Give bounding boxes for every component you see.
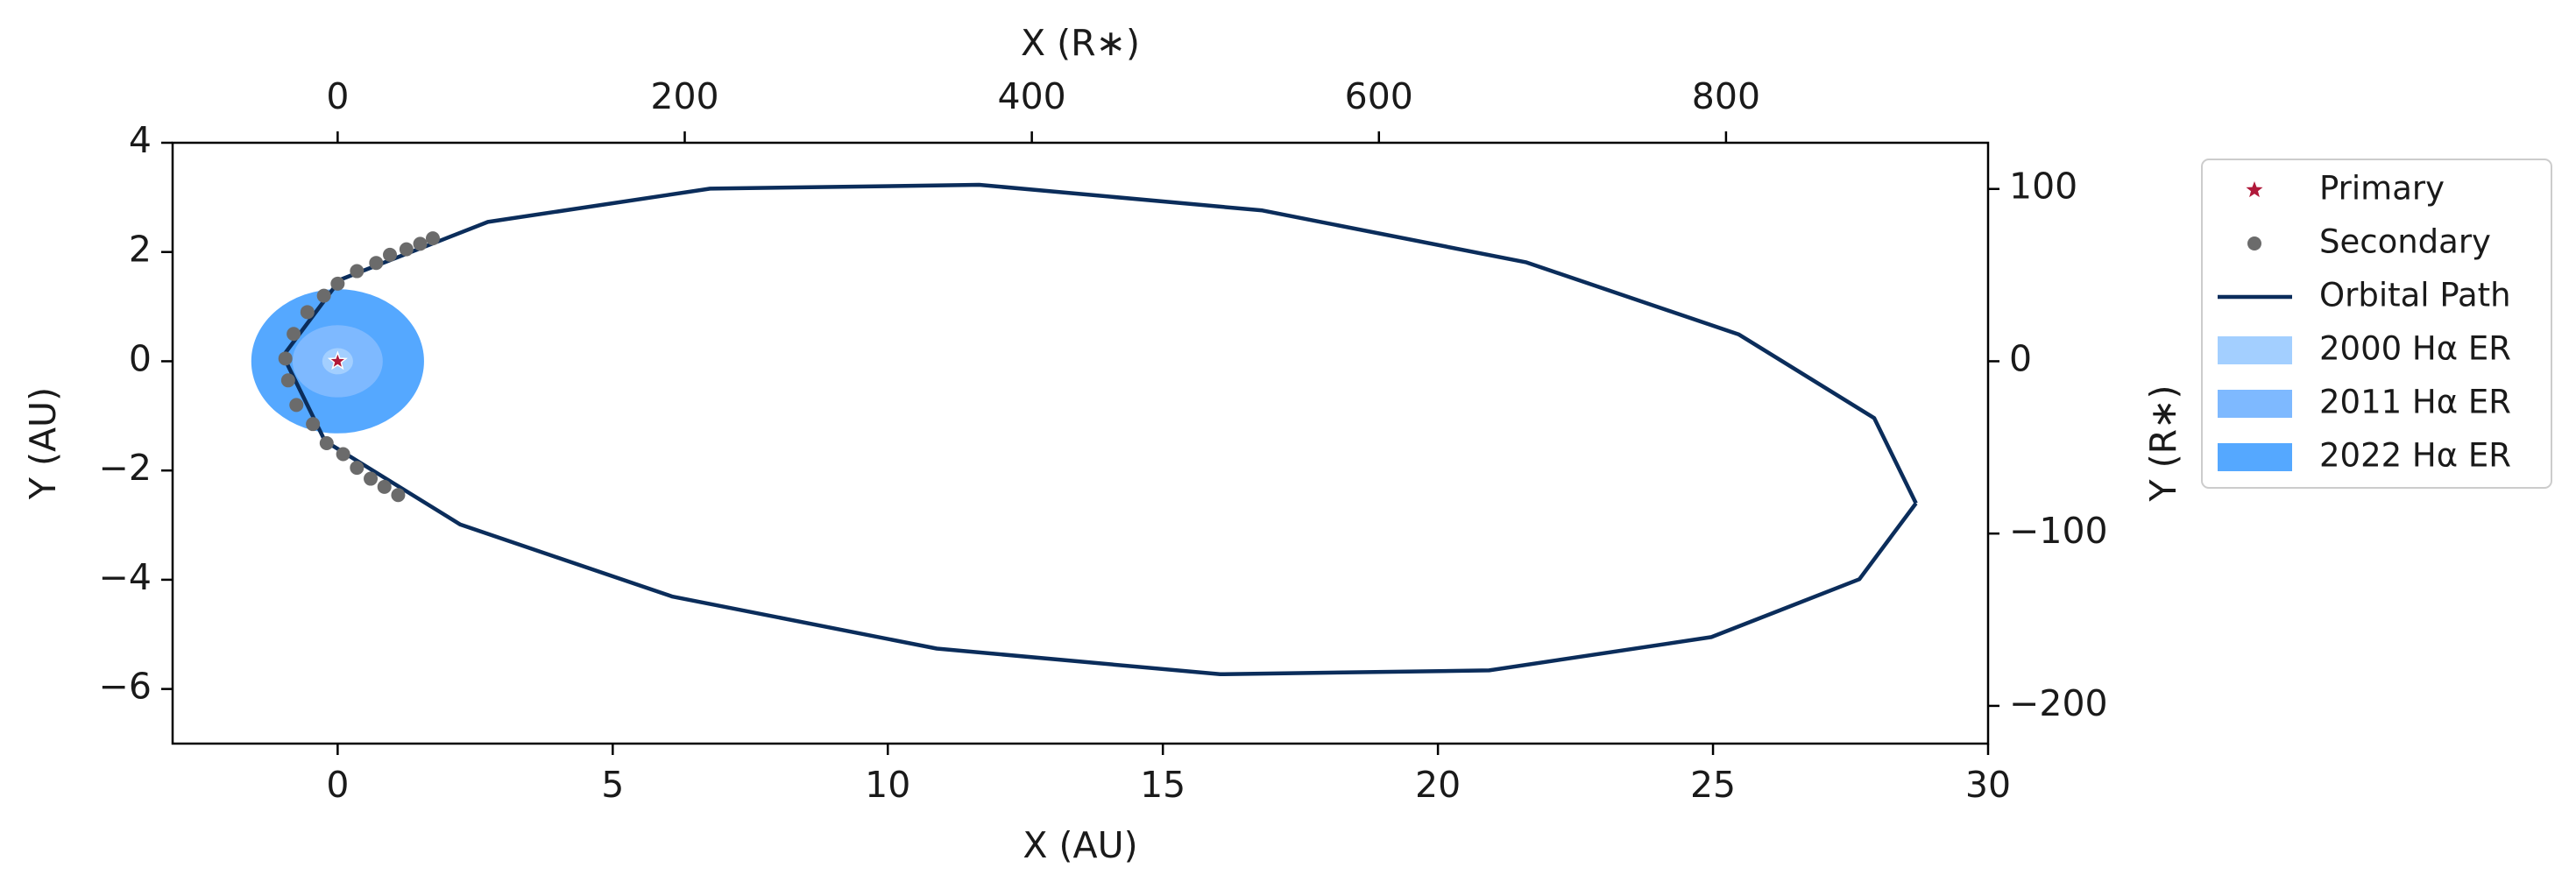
y2-tick-label: −200: [2009, 682, 2108, 724]
secondary-point: [350, 264, 364, 279]
secondary-point: [316, 288, 331, 303]
y2-tick-label: 0: [2009, 337, 2032, 379]
legend-marker: [2218, 336, 2292, 364]
x-tick-label: 5: [601, 764, 624, 806]
primary-star: [327, 350, 348, 370]
y-tick-label: 4: [129, 119, 152, 161]
secondary-point: [278, 351, 293, 366]
y2-axis-label: Y (R∗): [2142, 385, 2184, 503]
y-tick-label: −2: [99, 447, 152, 489]
legend-marker: [2218, 443, 2292, 471]
orbital-path: [280, 182, 1918, 677]
legend-label: 2022 Hα ER: [2319, 437, 2511, 475]
y2-tick-label: 100: [2009, 166, 2077, 208]
x-tick-label: 20: [1415, 764, 1461, 806]
legend: Primary Secondary Orbital Path 2000 Hα ER 20…: [2201, 159, 2552, 489]
legend-label: 2011 Hα ER: [2319, 384, 2511, 421]
plot-area: [251, 182, 1918, 677]
x2-tick-label: 200: [650, 75, 718, 117]
x-tick-label: 25: [1690, 764, 1736, 806]
x2-axis-label: X (R∗): [1021, 22, 1140, 64]
secondary-point: [377, 479, 392, 494]
secondary-point: [425, 231, 440, 246]
x2-tick-label: 600: [1345, 75, 1413, 117]
secondary-point: [336, 447, 350, 462]
x-axis-label: X (AU): [1023, 824, 1137, 866]
secondary-point: [399, 242, 414, 257]
x-tick-label: 0: [326, 764, 349, 806]
legend-label: Orbital Path: [2319, 277, 2511, 314]
secondary-point: [383, 247, 398, 262]
x2-tick-label: 800: [1692, 75, 1760, 117]
secondary-point: [300, 305, 315, 320]
x-tick-label: 30: [1965, 764, 2011, 806]
y-axis-label: Y (AU): [22, 387, 64, 500]
secondary-point: [364, 471, 379, 486]
legend-marker: [2247, 236, 2261, 250]
secondary-point: [289, 398, 304, 413]
legend-label: 2000 Hα ER: [2319, 330, 2511, 368]
y-tick-label: 0: [129, 337, 152, 379]
x-tick-label: 15: [1140, 764, 1185, 806]
x2-tick-label: 400: [998, 75, 1066, 117]
secondary-point: [413, 236, 428, 251]
secondary-point: [350, 461, 364, 476]
secondary-point: [330, 276, 345, 291]
axes-frame: [171, 141, 1990, 745]
legend-marker: [2218, 390, 2292, 418]
x-tick-label: 10: [865, 764, 910, 806]
y-tick-label: 2: [129, 229, 152, 271]
secondary-point: [319, 436, 334, 450]
secondary-point: [391, 488, 406, 503]
secondary-point: [369, 256, 384, 271]
y2-tick-label: −100: [2009, 510, 2108, 552]
legend-label: Secondary: [2319, 223, 2491, 261]
secondary-point: [287, 327, 301, 342]
legend-label: Primary: [2319, 170, 2445, 208]
y-tick-label: −6: [99, 666, 152, 708]
legend-marker: [2246, 181, 2263, 198]
y-tick-label: −4: [99, 556, 152, 598]
secondary-point: [306, 417, 321, 432]
x2-tick-label: 0: [326, 75, 349, 117]
secondary-point: [280, 373, 295, 388]
